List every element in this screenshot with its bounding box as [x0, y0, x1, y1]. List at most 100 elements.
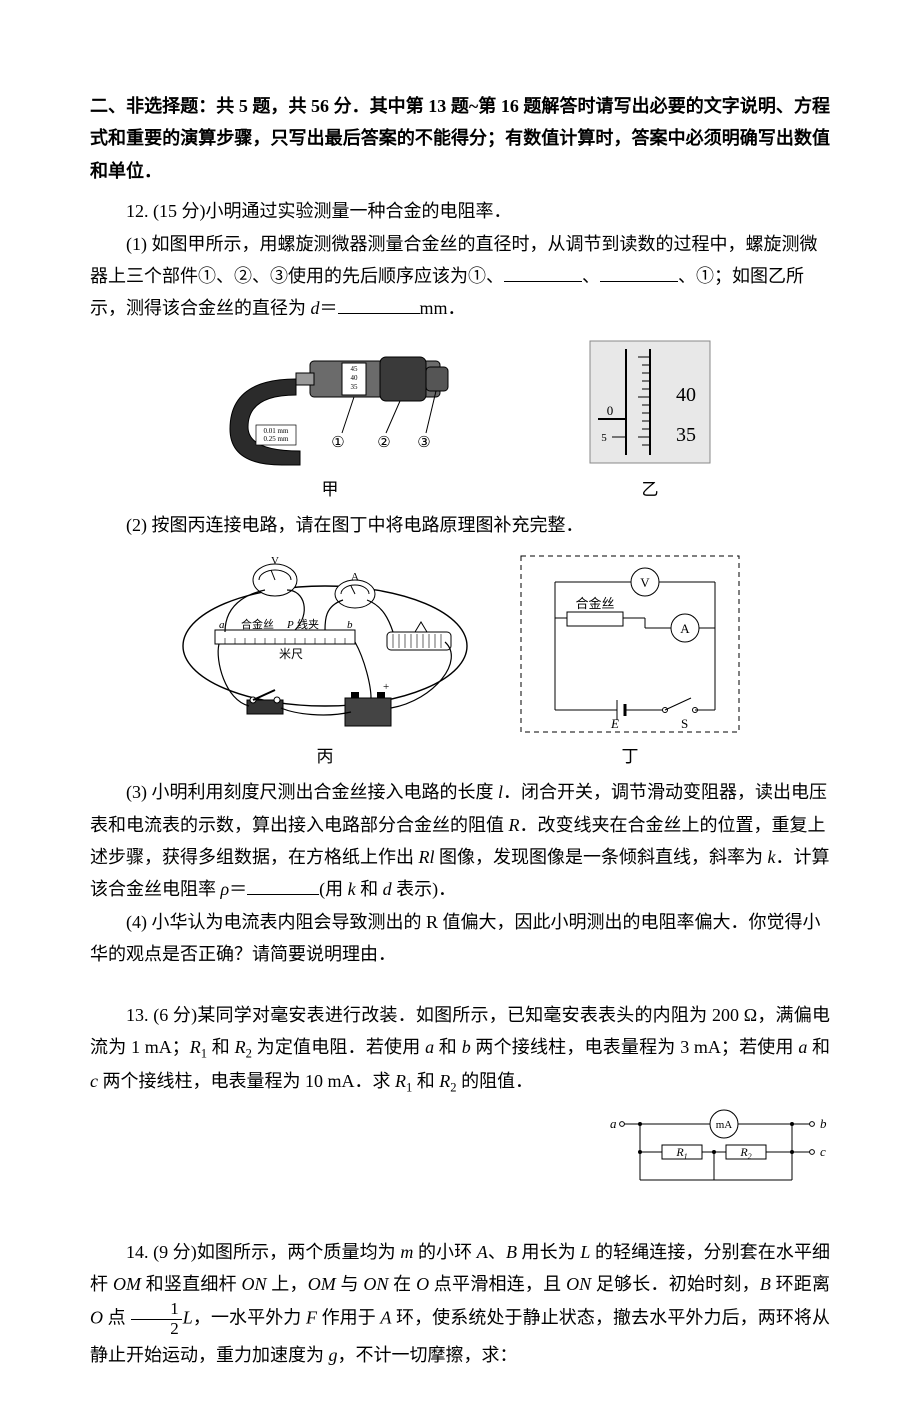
var-O2: O	[90, 1308, 103, 1328]
var-F: F	[306, 1308, 317, 1328]
q13-fig: mA a b R1 R2 c	[600, 1106, 830, 1206]
var-k2: k	[348, 879, 356, 899]
q12-p3-eq: ＝	[229, 879, 247, 899]
fig-yi-svg: 0 5	[580, 333, 720, 473]
q13-c-term: c	[90, 1071, 98, 1091]
var-L2: L	[183, 1308, 193, 1328]
q12-p3-d: 图像，发现图像是一条倾斜直线，斜率为	[435, 847, 768, 867]
var-d2: d	[383, 879, 392, 899]
q14-n: 作用于	[317, 1308, 380, 1328]
fig-jia-caption: 甲	[200, 475, 460, 506]
q13-R2b: R2	[439, 1071, 456, 1091]
scale-40: 40	[351, 374, 359, 382]
label-mc: 米尺	[279, 647, 303, 661]
var-Rl: Rl	[419, 847, 435, 867]
frac-half: 12	[131, 1300, 182, 1338]
q14-l: 点	[103, 1308, 130, 1328]
q12-part3: (3) 小明利用刻度尺测出合金丝接入电路的长度 l．闭合开关，调节滑动变阻器，读…	[90, 776, 830, 906]
q13-label-b: b	[820, 1116, 827, 1131]
ding-s: S	[681, 716, 688, 731]
spec1: 0.01 mm	[264, 427, 289, 435]
q14-k: 环距离	[771, 1274, 830, 1294]
var-L: L	[580, 1242, 590, 1262]
fig-bing-svg: a 合金丝 P 线夹 b 米尺 V A	[175, 550, 475, 740]
fig-jia: 45 40 35 0.01 mm 0.25 mm ① ② ③ 甲	[200, 333, 460, 506]
var-g: g	[329, 1345, 338, 1365]
label-a: a	[219, 619, 225, 631]
q12-p1-eq: ＝	[320, 298, 338, 318]
label-hjs: 合金丝	[241, 617, 274, 631]
label-2: ②	[377, 435, 390, 451]
q12-p3-a: (3) 小明利用刻度尺测出合金丝接入电路的长度	[126, 782, 498, 802]
blank-1	[504, 262, 582, 282]
var-O: O	[416, 1274, 429, 1294]
q14-lead: 14. (9 分)如图所示，两个质量均为 m 的小环 A、B 用长为 L 的轻绳…	[90, 1236, 830, 1372]
q13-label-c: c	[820, 1144, 826, 1159]
blank-4	[247, 876, 319, 896]
q13-mA: mA	[716, 1119, 733, 1131]
q13-and3: 和	[807, 1037, 830, 1057]
section-header: 二、非选择题：共 5 题，共 56 分．其中第 13 题~第 16 题解答时请写…	[90, 90, 830, 187]
q14-h: 在	[388, 1274, 416, 1294]
q13-label-a: a	[610, 1116, 617, 1131]
q12-p1-b: 、	[582, 266, 600, 286]
q14-g: 与	[336, 1274, 364, 1294]
q13-and2: 和	[434, 1037, 462, 1057]
fig-yi-caption: 乙	[580, 475, 720, 506]
var-A2: A	[380, 1308, 391, 1328]
meter-a: A	[351, 571, 359, 583]
scale-45: 45	[351, 365, 359, 373]
label-3: ③	[417, 435, 430, 451]
q13-fig-wrap: mA a b R1 R2 c	[90, 1106, 830, 1206]
blank-3	[338, 295, 420, 315]
blank-2	[600, 262, 678, 282]
plus-icon: +	[383, 681, 389, 693]
fig-ding-caption: 丁	[515, 742, 745, 773]
q13-a-term2: a	[798, 1037, 807, 1057]
fig-bing: a 合金丝 P 线夹 b 米尺 V A	[175, 550, 475, 773]
q14-f: 上，	[267, 1274, 308, 1294]
q12-p3-g: 和	[356, 879, 383, 899]
q12-p1-unit: mm．	[420, 298, 466, 318]
tick40: 40	[676, 384, 696, 406]
tick35: 35	[676, 424, 696, 446]
q12-part2: (2) 按图丙连接电路，请在图丁中将电路原理图补充完整．	[90, 509, 830, 541]
var-k: k	[768, 847, 776, 867]
q14-e: 和竖直细杆	[141, 1274, 242, 1294]
line0: 0	[607, 403, 614, 418]
fig-row-jia-yi: 45 40 35 0.01 mm 0.25 mm ① ② ③ 甲	[90, 333, 830, 506]
fig-row-bing-ding: a 合金丝 P 线夹 b 米尺 V A	[90, 550, 830, 773]
var-A: A	[477, 1242, 488, 1262]
fig-ding-svg: V 合金丝 A	[515, 550, 745, 740]
q12-part4: (4) 小华认为电流表内阻会导致测出的 R 值偏大，因此小明测出的电阻率偏大．你…	[90, 906, 830, 971]
label-1: ①	[331, 435, 344, 451]
var-ON: ON	[242, 1274, 267, 1294]
var-R: R	[509, 815, 520, 835]
var-m: m	[400, 1242, 413, 1262]
var-B2: B	[760, 1274, 771, 1294]
ding-e: E	[610, 716, 619, 731]
q13-a-term: a	[425, 1037, 434, 1057]
var-d: d	[311, 298, 320, 318]
var-OM: OM	[113, 1274, 141, 1294]
scale-35: 35	[351, 383, 359, 391]
var-OM2: OM	[308, 1274, 336, 1294]
q13-R1b: R1	[395, 1071, 412, 1091]
q13-R1: R1	[190, 1037, 207, 1057]
q13-b-term: b	[462, 1037, 471, 1057]
q14-c: 用长为	[517, 1242, 580, 1262]
q13-d: 两个接线柱，电表量程为 10 mA．求	[98, 1071, 395, 1091]
q14-j: 足够长．初始时刻，	[591, 1274, 760, 1294]
q13-e: 的阻值．	[457, 1071, 534, 1091]
q14-a: 14. (9 分)如图所示，两个质量均为	[126, 1242, 400, 1262]
q13-and1: 和	[207, 1037, 235, 1057]
q12-p3-f: (用	[319, 879, 348, 899]
q12-lead: 12. (15 分)小明通过实验测量一种合金的电阻率．	[90, 195, 830, 227]
label-p: P	[286, 619, 294, 631]
q13-lead: 13. (6 分)某同学对毫安表进行改装．如图所示，已知毫安表表头的内阻为 20…	[90, 999, 830, 1100]
ding-v: V	[640, 575, 650, 590]
fig-jia-svg: 45 40 35 0.01 mm 0.25 mm ① ② ③	[200, 333, 460, 473]
q12-part1: (1) 如图甲所示，用螺旋测微器测量合金丝的直径时，从调节到读数的过程中，螺旋测…	[90, 228, 830, 325]
q14-i: 点平滑相连，且	[429, 1274, 566, 1294]
label-b: b	[347, 619, 353, 631]
